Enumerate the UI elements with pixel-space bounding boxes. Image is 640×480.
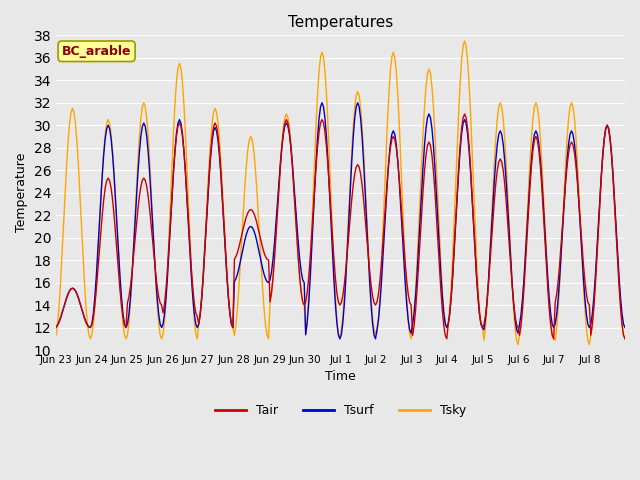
X-axis label: Time: Time [325,371,356,384]
Legend: Tair, Tsurf, Tsky: Tair, Tsurf, Tsky [210,399,472,422]
Title: Temperatures: Temperatures [288,15,393,30]
Text: BC_arable: BC_arable [62,45,131,58]
Y-axis label: Temperature: Temperature [15,153,28,232]
